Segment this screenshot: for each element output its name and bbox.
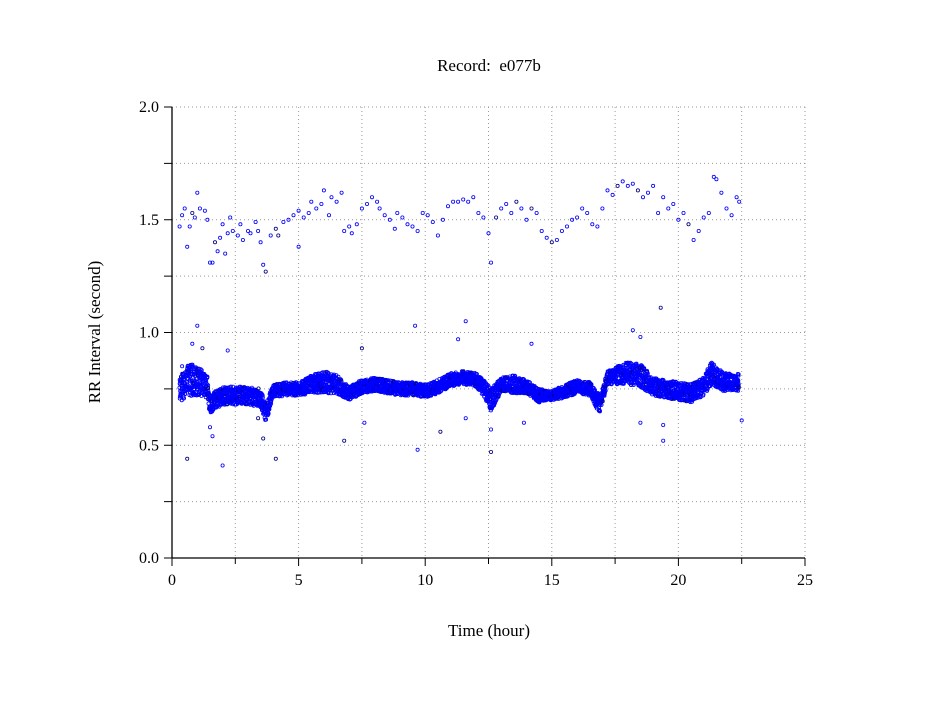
data-point	[239, 223, 242, 226]
chart-title: Record: e077b	[437, 56, 541, 75]
data-point	[216, 250, 219, 253]
x-axis-ticks: 0 5 10 15 20 25	[168, 558, 813, 589]
data-point	[259, 241, 262, 244]
data-point	[203, 209, 206, 212]
data-point	[257, 229, 260, 232]
data-point	[183, 207, 186, 210]
data-point	[193, 216, 196, 219]
data-point	[224, 252, 227, 255]
data-point	[226, 232, 229, 235]
data-point	[196, 191, 199, 194]
data-point	[249, 232, 252, 235]
x-tick-label: 20	[670, 572, 686, 589]
x-tick-label: 5	[295, 572, 303, 589]
x-tick-label: 0	[168, 572, 176, 589]
x-tick-label: 25	[797, 572, 813, 589]
y-tick-label: 0.5	[139, 437, 159, 454]
data-point	[229, 216, 232, 219]
data-points	[178, 175, 743, 467]
data-point	[236, 234, 239, 237]
y-tick-label: 1.5	[139, 212, 159, 229]
data-point	[186, 245, 189, 248]
y-axis-ticks: 0.0 0.5 1.0 1.5 2.0	[139, 99, 172, 567]
data-point	[191, 211, 194, 214]
y-tick-label: 1.0	[139, 325, 159, 342]
x-tick-label: 15	[544, 572, 560, 589]
grid	[172, 107, 805, 558]
data-point	[198, 207, 201, 210]
data-point	[221, 223, 224, 226]
data-point	[254, 220, 257, 223]
data-point	[241, 238, 244, 241]
data-point	[178, 225, 181, 228]
y-tick-label: 2.0	[139, 99, 159, 116]
data-point	[181, 214, 184, 217]
y-tick-label: 0.0	[139, 550, 159, 567]
data-point	[262, 263, 265, 266]
data-point	[219, 236, 222, 239]
data-point	[231, 229, 234, 232]
data-point	[213, 241, 216, 244]
data-point	[188, 225, 191, 228]
x-tick-label: 10	[417, 572, 433, 589]
